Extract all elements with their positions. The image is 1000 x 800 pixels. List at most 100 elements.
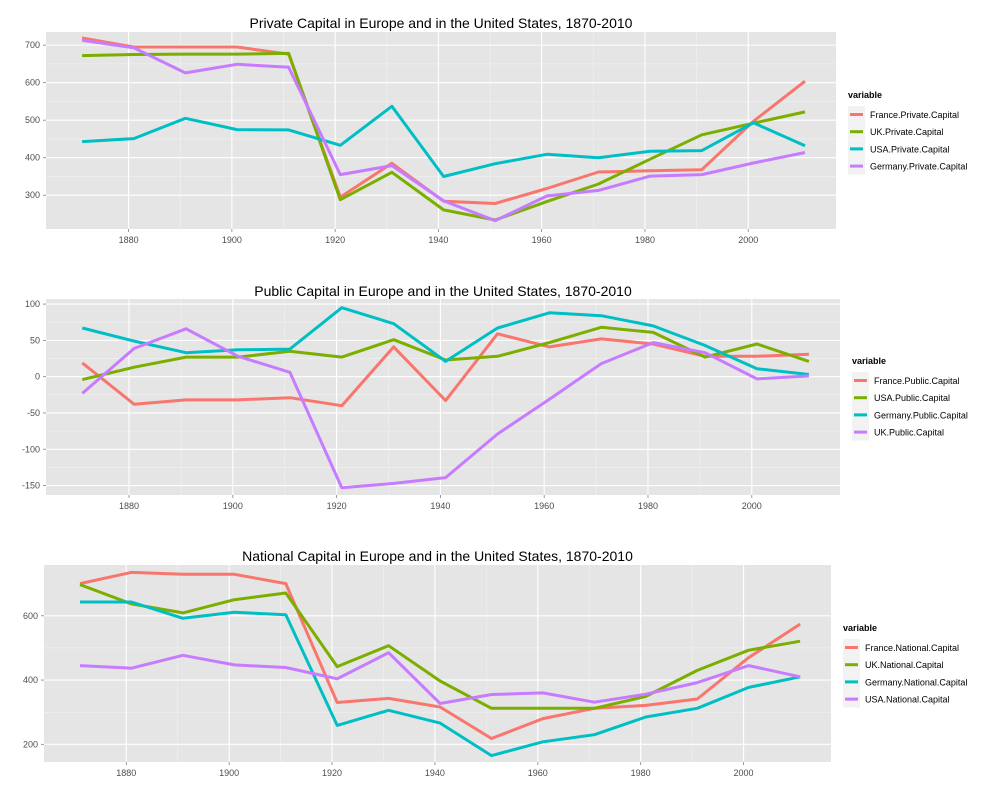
data-point bbox=[284, 666, 287, 669]
data-point bbox=[284, 591, 287, 594]
data-point bbox=[81, 140, 84, 143]
series-line-UK.Public.Capital bbox=[81, 327, 809, 490]
series-line-USA.Private.Capital bbox=[82, 104, 806, 178]
legend-label: Germany.Private.Capital bbox=[870, 162, 967, 172]
data-point bbox=[132, 137, 135, 140]
x-tick-label: 1940 bbox=[430, 501, 450, 511]
chart-title: National Capital in Europe and in the Un… bbox=[242, 548, 633, 564]
legend-label: France.Private.Capital bbox=[870, 110, 959, 120]
data-point bbox=[132, 46, 135, 49]
data-point bbox=[236, 63, 239, 66]
data-point bbox=[284, 582, 287, 585]
data-point bbox=[541, 717, 544, 720]
data-point bbox=[696, 669, 699, 672]
x-tick-label: 1980 bbox=[631, 768, 651, 778]
data-point bbox=[804, 80, 807, 83]
x-tick-label: 1880 bbox=[119, 501, 139, 511]
chart-3: 1880 1900 1920 1940 1960 1980 2000 200 400 600 Nat… bbox=[23, 548, 967, 778]
legend-label: USA.Private.Capital bbox=[870, 144, 950, 154]
data-point bbox=[185, 327, 188, 330]
data-point bbox=[755, 367, 758, 370]
data-point bbox=[287, 66, 290, 69]
data-point bbox=[181, 611, 184, 614]
data-point bbox=[804, 151, 807, 154]
data-point bbox=[184, 46, 187, 49]
legend-title: variable bbox=[848, 90, 882, 100]
data-point bbox=[387, 697, 390, 700]
data-point bbox=[132, 53, 135, 56]
data-point bbox=[600, 326, 603, 329]
data-point bbox=[541, 691, 544, 694]
data-point bbox=[284, 613, 287, 616]
data-point bbox=[81, 392, 84, 395]
data-point bbox=[747, 649, 750, 652]
data-point bbox=[81, 378, 84, 381]
data-point bbox=[799, 675, 802, 678]
data-point bbox=[644, 693, 647, 696]
data-point bbox=[545, 200, 548, 203]
data-point bbox=[340, 486, 343, 489]
data-point bbox=[494, 202, 497, 205]
data-point bbox=[339, 198, 342, 201]
data-point bbox=[81, 327, 84, 330]
legend: variable France.Public.Capital USA.Public.… bbox=[852, 356, 968, 441]
data-point bbox=[288, 396, 291, 399]
data-point bbox=[387, 644, 390, 647]
data-point bbox=[185, 351, 188, 354]
y-tick-label: -50 bbox=[27, 408, 40, 418]
data-point bbox=[597, 189, 600, 192]
data-point bbox=[541, 707, 544, 710]
y-tick-label: 500 bbox=[25, 115, 40, 125]
data-point bbox=[442, 199, 445, 202]
legend-label: France.Public.Capital bbox=[874, 376, 960, 386]
data-point bbox=[490, 737, 493, 740]
data-point bbox=[79, 664, 82, 667]
legend-label: Germany.National.Capital bbox=[865, 677, 967, 687]
chart-2: 1880 1900 1920 1940 1960 1980 2000 -150 -100 -50 0… bbox=[22, 283, 968, 511]
data-point bbox=[545, 194, 548, 197]
data-point bbox=[439, 706, 442, 709]
chart-1: 1880 1900 1920 1940 1960 1980 2000 300 400 500 600… bbox=[25, 15, 967, 245]
data-point bbox=[700, 168, 703, 171]
series-line-France.National.Capital bbox=[79, 570, 801, 740]
data-point bbox=[444, 399, 447, 402]
data-point bbox=[81, 54, 84, 57]
series-line-UK.National.Capital bbox=[79, 583, 801, 710]
y-tick-label: 300 bbox=[25, 190, 40, 200]
data-point bbox=[747, 656, 750, 659]
data-point bbox=[652, 324, 655, 327]
data-point bbox=[799, 640, 802, 643]
data-point bbox=[600, 362, 603, 365]
data-point bbox=[133, 340, 136, 343]
y-tick-label: 100 bbox=[25, 299, 40, 309]
data-point bbox=[336, 665, 339, 668]
data-point bbox=[336, 724, 339, 727]
x-tick-label: 1920 bbox=[322, 768, 342, 778]
data-point bbox=[287, 52, 290, 55]
data-point bbox=[704, 344, 707, 347]
series-line-UK.Private.Capital bbox=[82, 51, 806, 222]
data-point bbox=[494, 219, 497, 222]
data-point bbox=[593, 701, 596, 704]
data-point bbox=[644, 704, 647, 707]
data-point bbox=[700, 173, 703, 176]
data-point bbox=[496, 327, 499, 330]
data-point bbox=[548, 398, 551, 401]
data-point bbox=[807, 360, 810, 363]
data-point bbox=[390, 164, 393, 167]
data-point bbox=[392, 482, 395, 485]
data-point bbox=[747, 664, 750, 667]
series-line-Germany.Public.Capital bbox=[81, 306, 810, 376]
data-point bbox=[236, 128, 239, 131]
data-point bbox=[696, 707, 699, 710]
x-tick-label: 1960 bbox=[528, 768, 548, 778]
data-point bbox=[81, 361, 84, 364]
chart-title: Public Capital in Europe and in the Unit… bbox=[254, 283, 632, 299]
data-point bbox=[649, 175, 652, 178]
y-tick-label: 600 bbox=[23, 611, 38, 621]
legend-title: variable bbox=[843, 623, 877, 633]
x-tick-label: 2000 bbox=[734, 768, 754, 778]
y-tick-label: 400 bbox=[25, 153, 40, 163]
legend-label: Germany.Public.Capital bbox=[874, 410, 968, 420]
